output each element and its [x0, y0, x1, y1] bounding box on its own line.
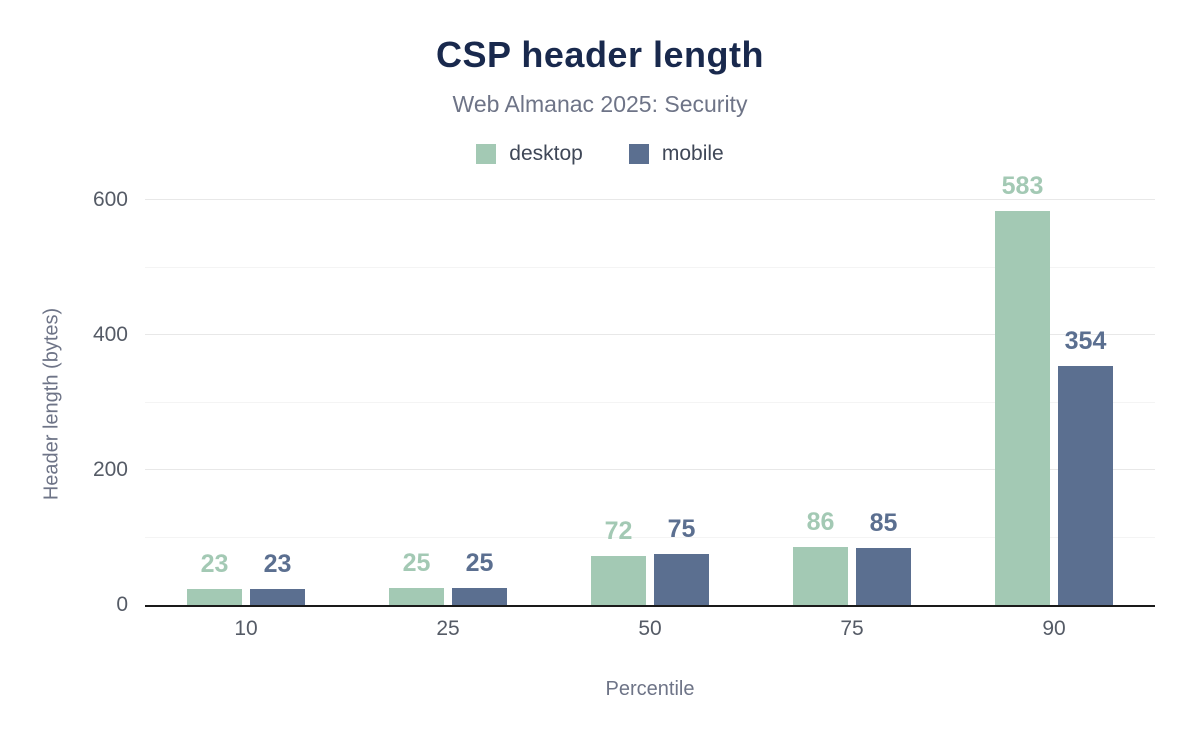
gridline [145, 266, 1155, 268]
x-tick-label: 25 [436, 617, 460, 640]
bar-group-90: 583 354 [953, 172, 1155, 605]
x-tick-label: 10 [234, 617, 258, 640]
bar-value-label: 23 [263, 550, 292, 579]
bar-value-label: 25 [465, 549, 494, 578]
plot-area: 0 200 400 600 23 23 25 25 72 75 86 85 583 354 [93, 172, 1155, 616]
legend: desktop mobile [0, 142, 1200, 166]
gridline [145, 334, 1155, 336]
y-tick-label: 200 [92, 458, 128, 482]
y-axis-title: Header length (bytes) [40, 307, 63, 501]
bar-group-10: 23 23 [145, 200, 347, 605]
gridline [145, 199, 1155, 200]
bar-desktop-75: 86 [793, 508, 848, 605]
bar-value-label: 23 [200, 550, 229, 579]
bar-desktop-10: 23 [187, 550, 242, 605]
bar-value-label: 86 [806, 507, 835, 536]
bar-desktop-50: 72 [591, 517, 646, 605]
y-tick-label: 600 [92, 188, 128, 211]
legend-item-desktop: desktop [476, 142, 583, 166]
mobile-swatch-icon [628, 144, 649, 164]
bar-value-label: 85 [869, 508, 898, 537]
legend-label-mobile: mobile [661, 142, 724, 165]
bar-group-25: 25 25 [347, 200, 549, 605]
x-tick-label: 90 [1042, 617, 1066, 640]
bar-mobile-90: 354 [1058, 327, 1113, 605]
bar-value-label: 72 [604, 517, 633, 546]
bar-mobile-10: 23 [250, 550, 305, 605]
x-tick-row: 10 25 50 75 90 [145, 617, 1155, 641]
y-tick-label: 0 [116, 593, 128, 616]
y-tick-label: 400 [92, 323, 128, 347]
desktop-swatch-icon [476, 144, 497, 164]
bar-value-label: 583 [1001, 172, 1044, 201]
legend-label-desktop: desktop [509, 142, 583, 165]
bar-group-75: 86 85 [751, 200, 953, 605]
bar-mobile-50: 75 [654, 515, 709, 605]
bar-group-50: 72 75 [549, 200, 751, 605]
bar-mobile-25: 25 [452, 549, 507, 605]
bar-value-label: 25 [402, 549, 431, 578]
chart-title: CSP header length [436, 34, 764, 75]
bar-desktop-90: 583 [995, 172, 1050, 605]
gridline [145, 401, 1155, 403]
bar-desktop-25: 25 [389, 549, 444, 605]
gridline [145, 469, 1155, 471]
x-axis-title: Percentile [605, 678, 695, 700]
bar-groups: 23 23 25 25 72 75 86 85 583 354 [145, 172, 1155, 605]
bar-value-label: 354 [1064, 327, 1107, 356]
gridline [145, 536, 1155, 538]
chart-subtitle: Web Almanac 2025: Security [452, 91, 748, 117]
bar-value-label: 75 [667, 515, 696, 544]
x-tick-label: 50 [638, 617, 662, 640]
legend-item-mobile: mobile [628, 142, 724, 166]
x-tick-label: 75 [840, 617, 864, 640]
bar-mobile-75: 85 [856, 509, 911, 605]
